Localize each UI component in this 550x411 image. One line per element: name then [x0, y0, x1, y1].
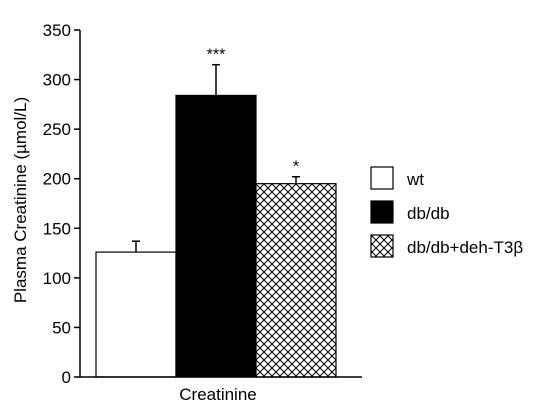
y-axis-ticks: 0 50 100 150 200 250 300 350 — [43, 21, 80, 387]
y-axis-label: Plasma Creatinine (µmol/L) — [11, 97, 30, 303]
y-tick-label: 100 — [43, 269, 71, 288]
bar-wt — [95, 251, 177, 378]
significance-labels: **** — [207, 47, 299, 176]
y-tick-label: 300 — [43, 71, 71, 90]
bars — [95, 94, 337, 378]
significance-db/db: *** — [207, 47, 226, 64]
significance-db/db+deh-T3β: * — [293, 159, 299, 176]
y-tick-label: 0 — [62, 368, 71, 387]
y-tick-label: 200 — [43, 170, 71, 189]
legend: wt db/db db/db+deh-T3β — [370, 166, 523, 258]
error-bars — [132, 63, 300, 253]
legend-swatch-db/db — [370, 200, 394, 224]
legend-swatch-db/db+deh-T3β — [370, 234, 394, 258]
legend-swatch-wt — [370, 166, 394, 190]
bar-db/db+deh-T3β — [255, 183, 337, 378]
legend-label-db/db: db/db — [407, 204, 450, 223]
x-category-label: Creatinine — [179, 385, 257, 404]
y-tick-label: 250 — [43, 120, 71, 139]
legend-label-db/db+deh-T3β: db/db+deh-T3β — [407, 238, 523, 257]
bar-db/db — [175, 94, 257, 378]
y-tick-label: 50 — [52, 318, 71, 337]
y-tick-label: 150 — [43, 219, 71, 238]
legend-label-wt: wt — [406, 170, 424, 189]
y-tick-label: 350 — [43, 21, 71, 40]
